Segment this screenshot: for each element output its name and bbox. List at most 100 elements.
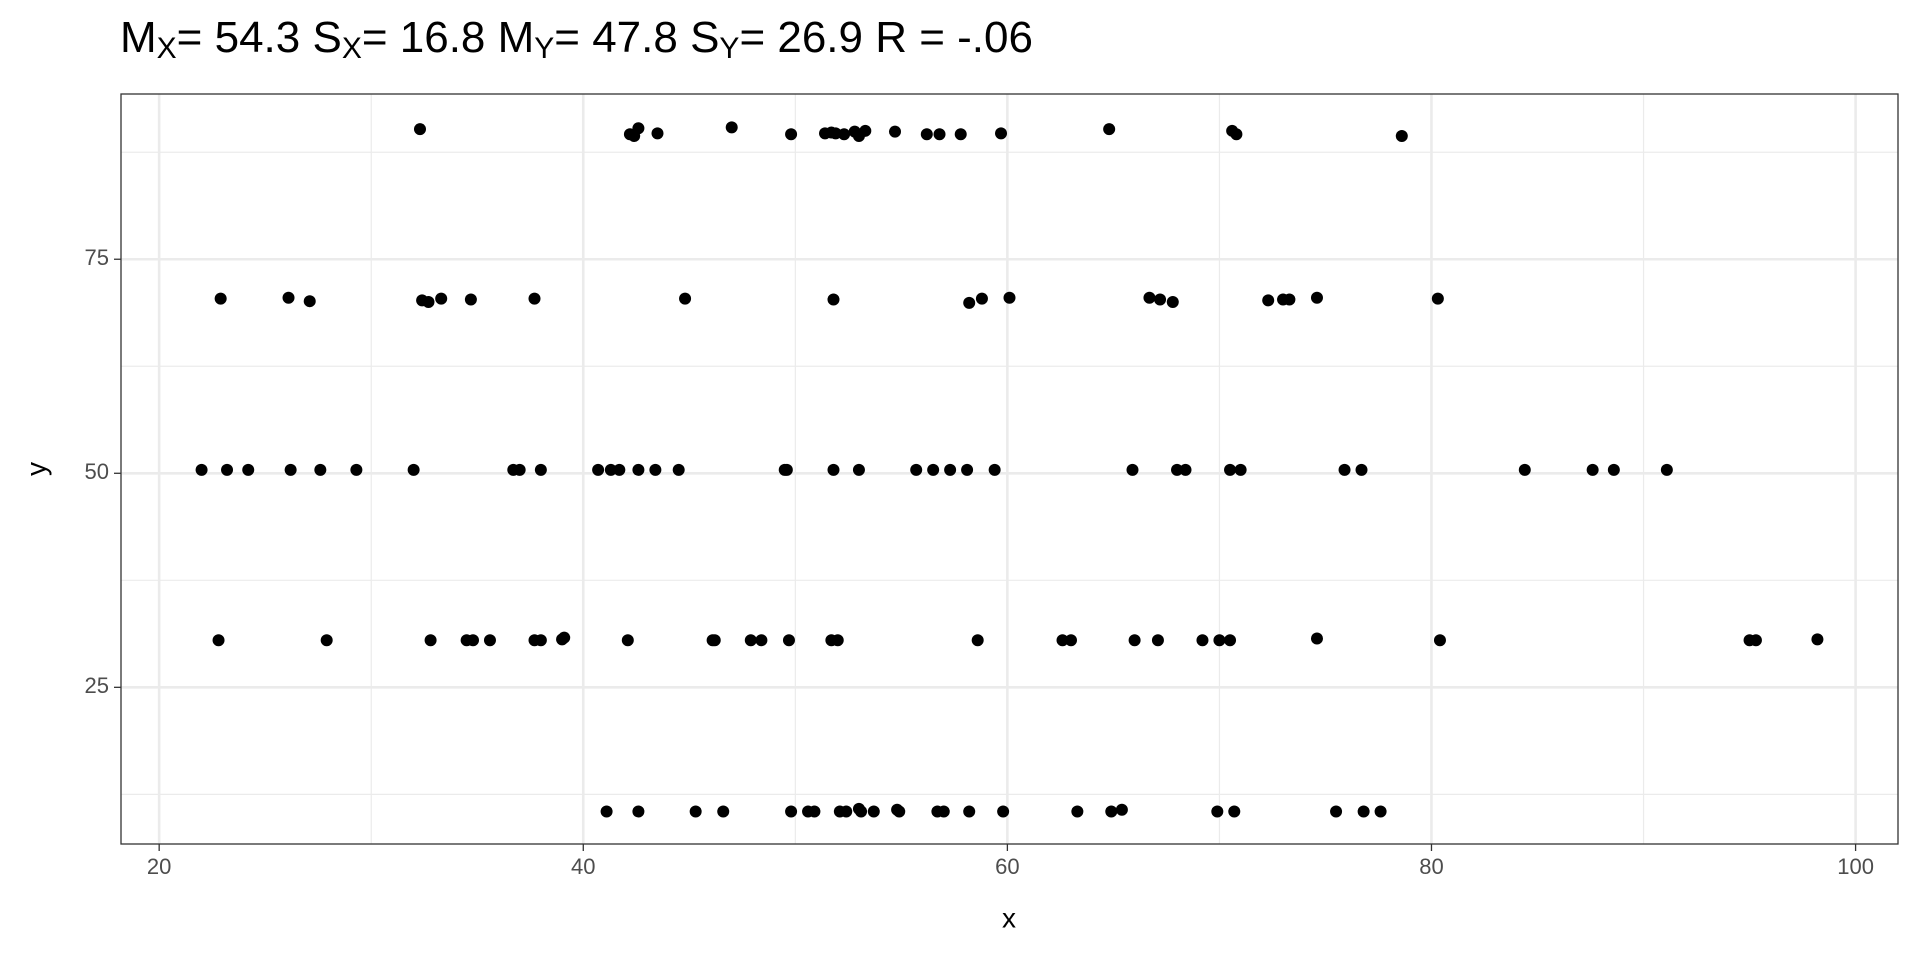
title-subscript: Y bbox=[534, 32, 554, 65]
point bbox=[672, 463, 685, 476]
x-tick-label: 80 bbox=[1419, 854, 1443, 879]
point bbox=[558, 631, 571, 644]
point bbox=[1103, 123, 1116, 136]
point bbox=[1126, 463, 1139, 476]
point bbox=[1056, 634, 1069, 647]
title-text: = 26.9 R = -.06 bbox=[739, 13, 1033, 62]
point bbox=[1355, 463, 1368, 476]
point bbox=[755, 634, 768, 647]
point bbox=[937, 805, 950, 818]
point bbox=[717, 805, 730, 818]
point bbox=[467, 634, 480, 647]
point bbox=[927, 463, 940, 476]
point bbox=[988, 463, 1001, 476]
point bbox=[838, 128, 851, 141]
point bbox=[780, 463, 793, 476]
point bbox=[1003, 291, 1016, 304]
point bbox=[413, 123, 426, 136]
point bbox=[221, 463, 234, 476]
x-tick-label: 100 bbox=[1837, 854, 1874, 879]
point bbox=[808, 805, 821, 818]
point bbox=[1310, 632, 1323, 645]
point bbox=[971, 634, 984, 647]
point bbox=[888, 125, 901, 138]
point bbox=[744, 634, 757, 647]
point bbox=[1224, 463, 1237, 476]
point bbox=[1338, 463, 1351, 476]
point bbox=[827, 463, 840, 476]
point bbox=[632, 463, 645, 476]
point bbox=[613, 463, 626, 476]
point bbox=[1357, 805, 1370, 818]
title-text: = 47.8 S bbox=[554, 13, 719, 62]
point bbox=[689, 805, 702, 818]
point bbox=[407, 463, 420, 476]
point bbox=[679, 292, 692, 305]
y-tick-label: 25 bbox=[85, 673, 109, 698]
point bbox=[592, 463, 605, 476]
point bbox=[314, 463, 327, 476]
point bbox=[534, 463, 547, 476]
point bbox=[1224, 634, 1237, 647]
point bbox=[975, 292, 988, 305]
point bbox=[1660, 463, 1673, 476]
point bbox=[1179, 463, 1192, 476]
point bbox=[827, 293, 840, 306]
point bbox=[195, 463, 208, 476]
point bbox=[725, 121, 738, 134]
point bbox=[1310, 291, 1323, 304]
point bbox=[1811, 633, 1824, 646]
point bbox=[1228, 805, 1241, 818]
point bbox=[1586, 463, 1599, 476]
point bbox=[632, 122, 645, 135]
point bbox=[320, 634, 333, 647]
point bbox=[1211, 805, 1224, 818]
panel-background bbox=[121, 94, 1898, 844]
point bbox=[534, 634, 547, 647]
point bbox=[961, 463, 974, 476]
point bbox=[997, 805, 1010, 818]
point bbox=[831, 634, 844, 647]
point bbox=[350, 463, 363, 476]
point bbox=[1230, 128, 1243, 141]
point bbox=[282, 291, 295, 304]
point bbox=[1196, 634, 1209, 647]
title-subscript: Y bbox=[719, 32, 739, 65]
point bbox=[212, 634, 225, 647]
point bbox=[621, 634, 634, 647]
point bbox=[284, 463, 297, 476]
title-subscript: X bbox=[157, 32, 177, 65]
point bbox=[435, 292, 448, 305]
x-tick-label: 20 bbox=[147, 854, 171, 879]
title-subscript: X bbox=[342, 32, 362, 65]
point bbox=[242, 463, 255, 476]
point bbox=[893, 805, 906, 818]
point bbox=[483, 634, 496, 647]
point bbox=[1262, 294, 1275, 307]
point bbox=[1071, 805, 1084, 818]
point bbox=[785, 128, 798, 141]
point bbox=[1171, 463, 1184, 476]
point bbox=[782, 634, 795, 647]
point bbox=[859, 124, 872, 137]
point bbox=[1151, 634, 1164, 647]
point bbox=[954, 128, 967, 141]
x-axis-title: x bbox=[1002, 902, 1016, 933]
y-tick-label: 75 bbox=[85, 245, 109, 270]
point bbox=[464, 293, 477, 306]
point bbox=[1115, 803, 1128, 816]
point bbox=[1374, 805, 1387, 818]
point bbox=[1607, 463, 1620, 476]
point bbox=[944, 463, 957, 476]
point bbox=[513, 463, 526, 476]
point bbox=[528, 292, 541, 305]
point bbox=[1395, 129, 1408, 142]
x-tick-label: 60 bbox=[995, 854, 1019, 879]
point bbox=[933, 128, 946, 141]
point bbox=[840, 805, 853, 818]
point bbox=[303, 295, 316, 308]
y-axis-title: y bbox=[20, 462, 51, 476]
title-text: M bbox=[120, 13, 157, 62]
point bbox=[1283, 293, 1296, 306]
point bbox=[1433, 634, 1446, 647]
